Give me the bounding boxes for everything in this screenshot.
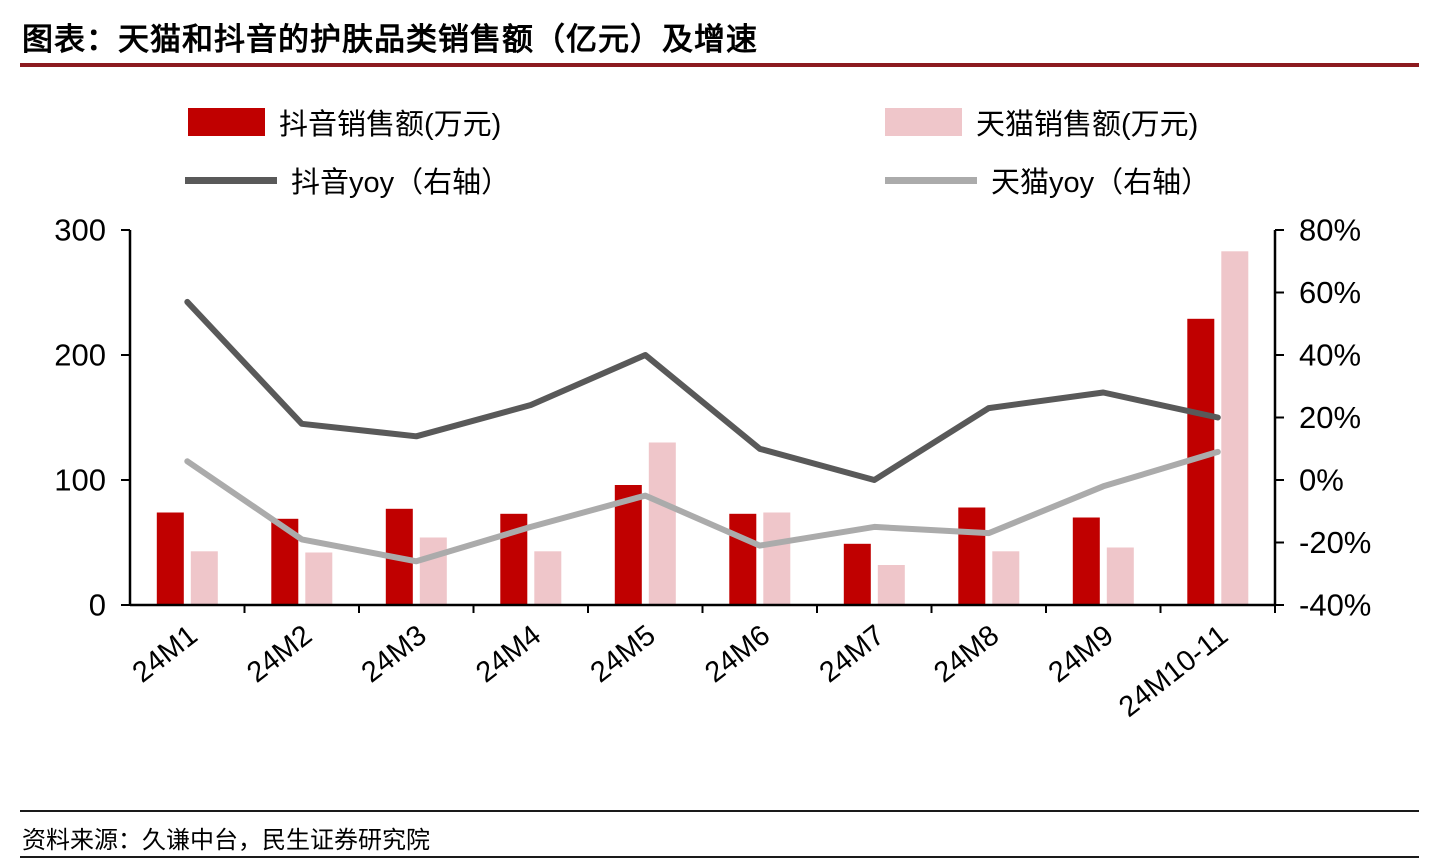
tmall-sales-bar-swatch [885,108,962,136]
svg-text:40%: 40% [1299,338,1361,373]
legend-label-tmall-yoy: 天猫yoy（右轴） [991,167,1211,199]
svg-text:300: 300 [54,213,106,248]
svg-text:24M4: 24M4 [470,619,547,689]
svg-text:24M6: 24M6 [699,619,776,689]
svg-text:24M8: 24M8 [928,619,1005,689]
svg-text:100: 100 [54,463,106,498]
title-divider [20,63,1419,67]
svg-text:24M5: 24M5 [585,619,662,689]
legend-item-douyin-sales: 抖音销售额(万元) [188,101,501,143]
douyin-yoy-line-swatch [185,176,277,184]
svg-text:60%: 60% [1299,275,1361,310]
svg-text:24M7: 24M7 [814,619,891,689]
svg-text:24M9: 24M9 [1043,619,1120,689]
svg-text:24M2: 24M2 [241,619,318,689]
legend-label-douyin-sales: 抖音销售额(万元) [279,109,502,141]
svg-text:24M1: 24M1 [127,619,204,689]
chart-svg: 0 100 200 300 -40% -20% 0% 20% 40% 60% 80% 24M1 24M2… [54,213,1371,724]
svg-text:200: 200 [54,338,106,373]
source-note: 资料来源：久谦中台，民生证券研究院 [22,827,430,854]
svg-text:24M3: 24M3 [356,619,433,689]
legend-label-tmall-sales: 天猫销售额(万元) [976,109,1199,141]
tmall-yoy-line-swatch [885,176,977,184]
svg-text:20%: 20% [1299,400,1361,435]
footer-divider-top [20,810,1419,812]
douyin-sales-bar-swatch [188,108,265,136]
legend-item-douyin-yoy: 抖音yoy（右轴） [185,159,510,201]
svg-text:0%: 0% [1299,463,1344,498]
legend-item-tmall-sales: 天猫销售额(万元) [885,101,1198,143]
svg-text:0: 0 [89,588,106,623]
legend-item-tmall-yoy: 天猫yoy（右轴） [885,159,1210,201]
footer-divider-bottom [20,856,1419,858]
svg-text:-20%: -20% [1299,525,1371,560]
svg-text:80%: 80% [1299,213,1361,248]
chart-title: 图表：天猫和抖音的护肤品类销售额（亿元）及增速 [22,22,758,57]
svg-text:-40%: -40% [1299,588,1371,623]
legend-label-douyin-yoy: 抖音yoy（右轴） [291,167,511,199]
svg-text:24M10-11: 24M10-11 [1113,619,1234,723]
